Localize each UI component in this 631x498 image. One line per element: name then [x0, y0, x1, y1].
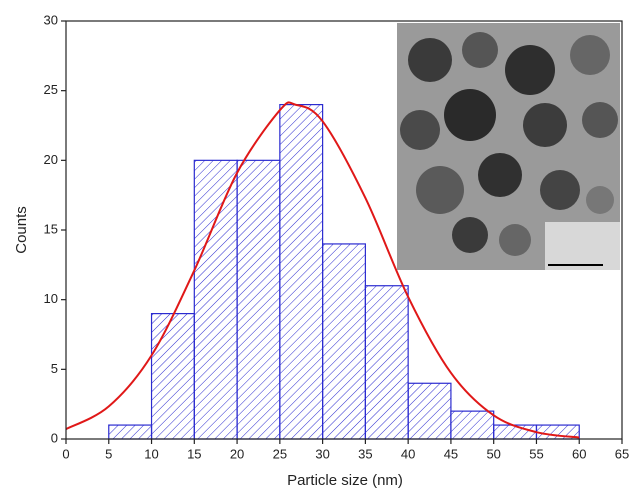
- x-tick-label: 5: [105, 446, 112, 461]
- x-tick-label: 15: [187, 446, 201, 461]
- bar: [236, 159, 281, 440]
- bar: [493, 424, 538, 440]
- bar: [322, 243, 366, 440]
- x-tick-label: 50: [486, 446, 500, 461]
- x-tick-label: 40: [401, 446, 415, 461]
- bar: [108, 424, 153, 440]
- x-tick-label: 0: [62, 446, 69, 461]
- bar: [150, 313, 195, 440]
- x-tick-label: 30: [315, 446, 329, 461]
- bar: [364, 285, 409, 440]
- y-tick-label: 30: [44, 12, 58, 27]
- x-axis-label: Particle size (nm): [287, 472, 403, 489]
- y-tick-label: 0: [51, 430, 58, 445]
- y-tick-label: 20: [44, 152, 58, 167]
- x-tick-label: 25: [273, 446, 287, 461]
- y-tick-label: 15: [44, 221, 58, 236]
- bar: [407, 382, 452, 440]
- x-tick-label: 35: [358, 446, 372, 461]
- x-tick-label: 45: [444, 446, 458, 461]
- bar: [279, 103, 324, 440]
- y-tick-label: 25: [44, 82, 58, 97]
- inset-image: [397, 23, 620, 270]
- y-axis-label: Counts: [13, 206, 30, 254]
- x-tick-label: 65: [615, 446, 629, 461]
- x-tick-label: 10: [144, 446, 158, 461]
- x-tick-label: 55: [529, 446, 543, 461]
- bar: [450, 410, 495, 440]
- bar: [193, 159, 238, 440]
- x-tick-label: 20: [230, 446, 244, 461]
- x-tick-label: 60: [572, 446, 586, 461]
- y-tick-label: 10: [44, 291, 58, 306]
- fit-curve: [65, 101, 580, 439]
- y-tick-label: 5: [51, 361, 58, 376]
